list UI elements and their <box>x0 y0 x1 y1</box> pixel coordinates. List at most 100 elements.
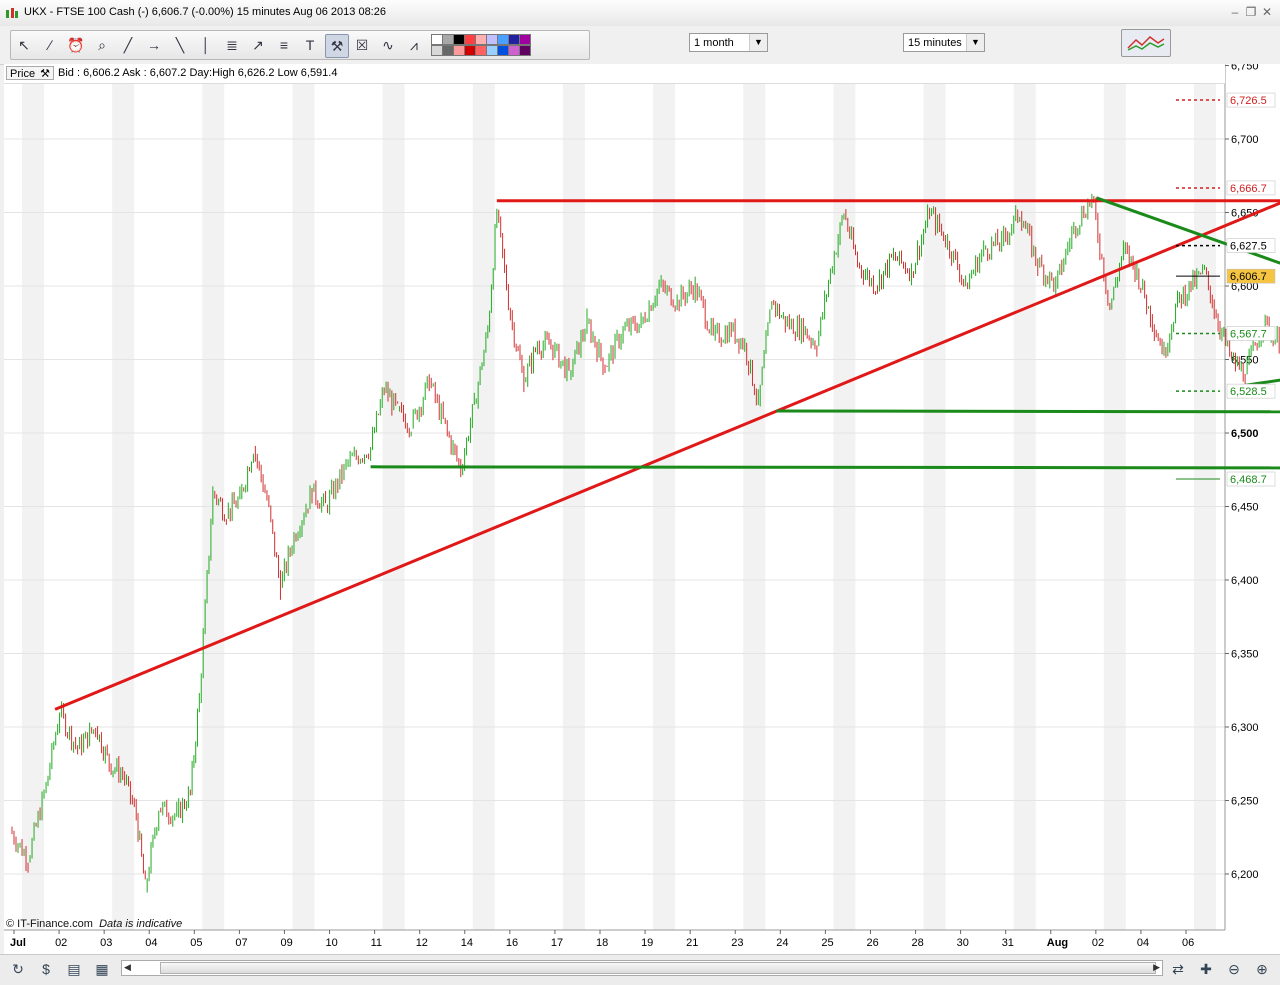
x-tick-label: 12 <box>416 937 428 949</box>
x-tick-label: 24 <box>776 937 788 949</box>
chart-area[interactable]: 6,200 6,250 6,300 6,350 6,400 6,450 6,500 6,550… <box>4 64 1280 954</box>
restore-icon[interactable]: ❐ <box>1245 5 1257 19</box>
period-select[interactable]: 1 month ▼ <box>689 33 768 52</box>
ruler-icon[interactable]: ∕ <box>48 37 52 53</box>
y-tick-label: 6,300 <box>1231 722 1259 734</box>
x-tick-label: 30 <box>957 937 969 949</box>
indicators-button[interactable] <box>1121 29 1171 57</box>
price-tag-label: 6,666.7 <box>1230 183 1267 195</box>
y-tick-label: 6,600 <box>1231 281 1259 293</box>
time-axis <box>4 930 1280 954</box>
alarm-icon[interactable]: ⏰ <box>67 37 85 53</box>
trendline-icon[interactable]: ╱ <box>123 37 133 53</box>
hammer-icon[interactable]: ⚒ <box>325 34 349 58</box>
price-tag-box <box>1226 268 1276 284</box>
price-tag-label: 6,726.5 <box>1230 95 1267 107</box>
x-tick-label: 16 <box>506 937 518 949</box>
zoom-in-icon[interactable]: ⊕ <box>1256 961 1268 977</box>
bottom-toolbar: ↻ $ ▤ ▦ ◀ ▶ ⇄ ✚ ⊖ ⊕ <box>0 954 1280 985</box>
close-icon[interactable]: ✕ <box>1261 5 1273 19</box>
text-icon[interactable]: T <box>305 37 315 53</box>
price-tag-label: 6,606.7 <box>1230 271 1267 283</box>
x-tick-label: 14 <box>461 937 473 949</box>
y-tick-label: 6,750 <box>1231 64 1259 73</box>
period-select-value: 1 month <box>694 37 734 49</box>
wave-icon[interactable]: ∿ <box>382 37 394 53</box>
y-tick-label: 6,400 <box>1231 575 1259 587</box>
crosshair-icon[interactable]: ✚ <box>1200 961 1212 977</box>
chevron-down-icon[interactable]: ▼ <box>966 34 984 51</box>
trash-icon[interactable]: ☒ <box>355 37 369 53</box>
vertical-line-icon[interactable]: │ <box>201 37 211 53</box>
x-tick-label: 05 <box>190 937 202 949</box>
x-tick-label: 19 <box>641 937 653 949</box>
x-tick-label: 04 <box>145 937 157 949</box>
scroll-left-icon[interactable]: ◀ <box>124 962 131 972</box>
interval-select[interactable]: 15 minutes ▼ <box>903 33 985 52</box>
x-tick-label: 25 <box>821 937 833 949</box>
y-tick-label: 6,450 <box>1231 502 1259 514</box>
x-tick-label: 18 <box>596 937 608 949</box>
channel-icon[interactable]: ╲ <box>175 37 185 53</box>
x-tick-label: 09 <box>280 937 292 949</box>
price-tag-label: 6,528.5 <box>1230 386 1267 398</box>
indicator-icon[interactable]: ≡ <box>279 37 289 53</box>
y-tick-label: 6,350 <box>1231 649 1259 661</box>
y-tick-label: 6,650 <box>1231 208 1259 220</box>
window-title: UKX - FTSE 100 Cash (-) 6,606.7 (-0.00%)… <box>24 6 386 18</box>
scroll-right-icon[interactable]: ▶ <box>1153 962 1160 972</box>
copyright-text: © IT-Finance.com <box>6 918 93 930</box>
time-scrollbar[interactable]: ◀ ▶ <box>121 960 1163 976</box>
y-tick-label: 6,550 <box>1231 355 1259 367</box>
wrench-icon: ⚒ <box>40 68 50 80</box>
x-tick-label: 21 <box>686 937 698 949</box>
zoom-icon[interactable]: ⌕ <box>98 37 106 53</box>
copyright-notice: © IT-Finance.com Data is indicative <box>6 918 182 930</box>
quote-bar: Price ⚒ Bid : 6,606.2 Ask : 6,607.2 Day:… <box>4 64 1225 84</box>
fit-chart-icon[interactable]: ⇄ <box>1172 961 1184 977</box>
notes-icon[interactable]: ▤ <box>67 961 81 977</box>
price-tag-box <box>1226 326 1276 341</box>
y-tick-label: 6,250 <box>1231 796 1259 808</box>
gann-icon[interactable]: ↗ <box>252 37 264 53</box>
color-swatch[interactable] <box>519 45 531 56</box>
multi-chart-icon[interactable]: ▦ <box>95 961 109 977</box>
chart-refresh-icon[interactable]: ↻ <box>12 961 24 977</box>
fibonacci-icon[interactable]: ≣ <box>226 37 238 53</box>
zigzag-icon[interactable]: ⩘ <box>410 37 418 53</box>
price-tag-box <box>1226 383 1276 399</box>
price-type-label: Price <box>10 68 36 80</box>
x-tick-label: 11 <box>371 937 382 949</box>
indicative-note: Data is indicative <box>99 918 183 930</box>
price-tag-label: 6,627.5 <box>1230 241 1267 253</box>
x-tick-label: 07 <box>235 937 247 949</box>
bid-ask-readout: Bid : 6,606.2 Ask : 6,607.2 Day:High 6,6… <box>58 67 338 79</box>
price-chart[interactable]: 6,200 6,250 6,300 6,350 6,400 6,450 6,500 6,550… <box>4 64 1280 954</box>
zoom-out-icon[interactable]: ⊖ <box>1228 961 1240 977</box>
x-tick-label: 26 <box>866 937 878 949</box>
price-tag-box <box>1226 238 1276 253</box>
trend-line <box>54 201 1280 711</box>
x-tick-label: 10 <box>326 937 338 949</box>
y-tick-label: 6,200 <box>1231 869 1259 881</box>
x-tick-label: 02 <box>55 937 67 949</box>
horizontal-line-icon[interactable]: → <box>147 37 161 53</box>
x-tick-label: 06 <box>1182 937 1194 949</box>
color-swatch[interactable] <box>519 34 531 45</box>
chart-app-icon <box>6 8 18 18</box>
y-tick-label: 6,700 <box>1231 134 1259 146</box>
x-tick-label: 23 <box>731 937 743 949</box>
trend-line <box>1095 196 1280 265</box>
x-tick-label: 17 <box>551 937 563 949</box>
x-tick-label: 31 <box>1002 937 1014 949</box>
cursor-icon[interactable]: ↖ <box>18 37 30 53</box>
dollar-icon[interactable]: $ <box>42 961 50 977</box>
scroll-thumb[interactable] <box>160 962 1156 974</box>
indicators-icon <box>1127 36 1165 51</box>
x-tick-label: 02 <box>1092 937 1104 949</box>
x-tick-label: 04 <box>1137 937 1149 949</box>
y-tick-label: 6,500 <box>1231 428 1259 440</box>
chevron-down-icon[interactable]: ▼ <box>749 34 767 51</box>
price-type-button[interactable]: Price ⚒ <box>6 66 54 80</box>
minimize-icon[interactable]: – <box>1231 5 1239 19</box>
